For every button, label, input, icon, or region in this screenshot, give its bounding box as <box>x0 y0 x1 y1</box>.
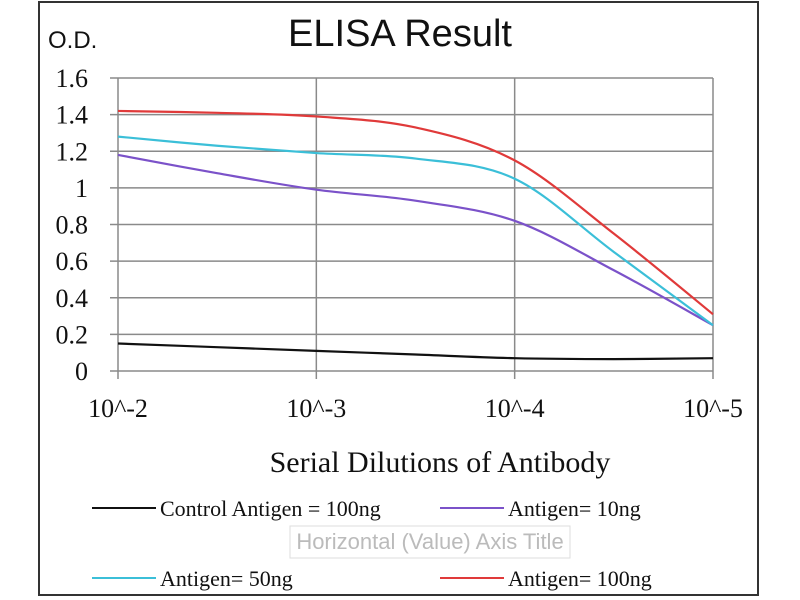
legend-label-2: Antigen= 50ng <box>160 566 293 591</box>
legend-label-0: Control Antigen = 100ng <box>160 496 381 521</box>
y-tick-label: 1.4 <box>56 101 89 130</box>
series-line-1 <box>117 153 714 327</box>
axis-title-placeholder-box <box>289 525 571 559</box>
y-tick-label: 0.4 <box>56 284 89 313</box>
x-tick-label: 10^-2 <box>88 394 148 423</box>
series-line-0 <box>117 342 714 361</box>
x-tick-label: 10^-4 <box>485 394 545 423</box>
y-tick-label: 0.6 <box>56 247 89 276</box>
series-line-2 <box>117 135 714 327</box>
y-tick-label: 0.8 <box>56 211 89 240</box>
y-tick-label: 0.2 <box>56 320 89 349</box>
y-tick-label: 0 <box>75 357 88 386</box>
y-tick-label: 1.6 <box>56 64 89 93</box>
y-tick-label: 1 <box>75 174 88 203</box>
axis-title-placeholder[interactable]: Horizontal (Value) Axis Title <box>289 525 571 559</box>
legend-label-1: Antigen= 10ng <box>508 496 641 521</box>
y-tick-label: 1.2 <box>56 137 89 166</box>
y-axis-label: O.D. <box>48 27 97 54</box>
chart-title: ELISA Result <box>288 13 512 55</box>
x-tick-label: 10^-5 <box>683 394 743 423</box>
x-axis-label: Serial Dilutions of Antibody <box>270 446 611 479</box>
axis-title-placeholder-text: Horizontal (Value) Axis Title <box>296 529 563 554</box>
series-line-3 <box>117 109 714 316</box>
legend-label-3: Antigen= 100ng <box>508 566 652 591</box>
x-tick-label: 10^-3 <box>286 394 346 423</box>
